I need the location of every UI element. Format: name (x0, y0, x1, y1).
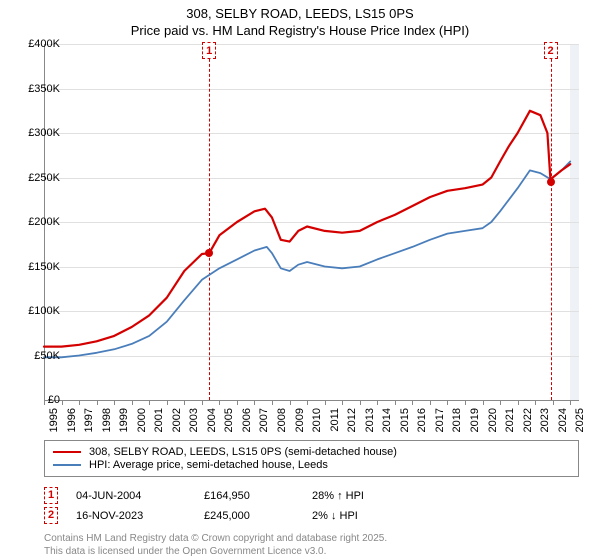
transaction-row: 2 16-NOV-2023 £245,000 2% ↓ HPI (44, 507, 579, 524)
legend-swatch (53, 464, 81, 466)
line-chart: 12 (44, 44, 579, 400)
transaction-date: 04-JUN-2004 (76, 490, 186, 502)
x-tick-label: 2005 (223, 408, 235, 432)
x-tick-label: 2009 (294, 408, 306, 432)
x-tick-label: 2013 (364, 408, 376, 432)
x-tick-label: 1998 (101, 408, 113, 432)
chart-marker-dot (205, 249, 213, 257)
footer-line-2: This data is licensed under the Open Gov… (44, 546, 387, 559)
transaction-price: £164,950 (204, 490, 294, 502)
legend-item: HPI: Average price, semi-detached house,… (53, 459, 570, 471)
y-tick-label: £150K (10, 261, 60, 273)
x-tick-label: 1995 (48, 408, 60, 432)
y-tick-label: £0 (10, 394, 60, 406)
title-line-1: 308, SELBY ROAD, LEEDS, LS15 0PS (0, 6, 600, 23)
y-tick-label: £250K (10, 172, 60, 184)
title-line-2: Price paid vs. HM Land Registry's House … (0, 23, 600, 40)
x-tick-label: 2024 (557, 408, 569, 432)
series-hpi (44, 162, 570, 358)
chart-marker: 2 (544, 42, 558, 59)
chart-title: 308, SELBY ROAD, LEEDS, LS15 0PS Price p… (0, 0, 600, 40)
x-tick-label: 2022 (522, 408, 534, 432)
chart-marker: 1 (202, 42, 216, 59)
x-tick-label: 2017 (434, 408, 446, 432)
transaction-marker: 2 (44, 507, 58, 524)
x-tick-label: 2008 (276, 408, 288, 432)
x-tick-label: 2015 (399, 408, 411, 432)
x-tick-label: 2016 (416, 408, 428, 432)
transaction-price: £245,000 (204, 510, 294, 522)
transaction-delta: 28% ↑ HPI (312, 490, 364, 502)
x-tick-label: 2003 (188, 408, 200, 432)
legend-swatch (53, 451, 81, 453)
x-tick-label: 2002 (171, 408, 183, 432)
x-tick-label: 2021 (504, 408, 516, 432)
x-tick-label: 2020 (487, 408, 499, 432)
x-tick-label: 2007 (258, 408, 270, 432)
x-tick-label: 2010 (311, 408, 323, 432)
x-tick-label: 2006 (241, 408, 253, 432)
y-tick-label: £200K (10, 216, 60, 228)
x-tick-label: 2018 (451, 408, 463, 432)
x-tick-label: 2025 (574, 408, 586, 432)
y-tick-label: £400K (10, 38, 60, 50)
chart-marker-dot (547, 178, 555, 186)
x-tick-label: 2004 (206, 408, 218, 432)
x-tick-label: 2012 (346, 408, 358, 432)
x-tick-label: 2014 (381, 408, 393, 432)
transaction-delta: 2% ↓ HPI (312, 510, 358, 522)
x-tick-label: 1999 (118, 408, 130, 432)
x-tick-label: 2000 (136, 408, 148, 432)
footer-line-1: Contains HM Land Registry data © Crown c… (44, 533, 387, 546)
x-tick-label: 2011 (329, 408, 341, 432)
attribution-footer: Contains HM Land Registry data © Crown c… (44, 533, 387, 558)
y-tick-label: £300K (10, 127, 60, 139)
legend: 308, SELBY ROAD, LEEDS, LS15 0PS (semi-d… (44, 440, 579, 477)
transaction-row: 1 04-JUN-2004 £164,950 28% ↑ HPI (44, 487, 579, 504)
y-tick-label: £100K (10, 305, 60, 317)
legend-label: 308, SELBY ROAD, LEEDS, LS15 0PS (semi-d… (89, 446, 397, 458)
x-tick-label: 2019 (469, 408, 481, 432)
legend-item: 308, SELBY ROAD, LEEDS, LS15 0PS (semi-d… (53, 446, 570, 458)
transactions-table: 1 04-JUN-2004 £164,950 28% ↑ HPI 2 16-NOV-202… (44, 484, 579, 527)
series-subject (44, 111, 570, 347)
legend-label: HPI: Average price, semi-detached house,… (89, 459, 328, 471)
transaction-marker: 1 (44, 487, 58, 504)
x-tick-label: 2001 (153, 408, 165, 432)
transaction-date: 16-NOV-2023 (76, 510, 186, 522)
y-tick-label: £350K (10, 83, 60, 95)
x-tick-label: 1997 (83, 408, 95, 432)
x-tick-label: 1996 (66, 408, 78, 432)
y-tick-label: £50K (10, 350, 60, 362)
x-tick-label: 2023 (539, 408, 551, 432)
